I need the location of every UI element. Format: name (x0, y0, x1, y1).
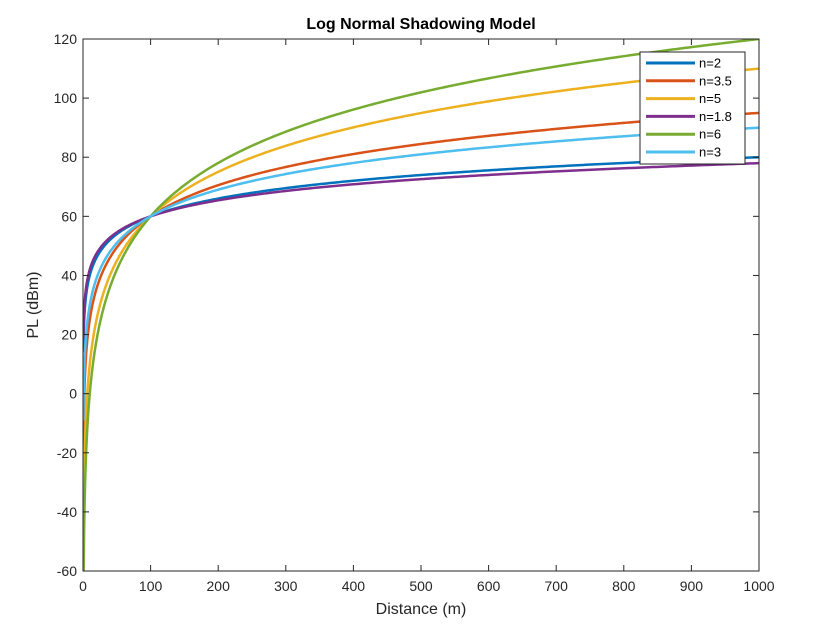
series-line-n=3.5 (83, 111, 759, 455)
x-tick-label: 200 (207, 578, 231, 594)
x-tick-label: 300 (274, 578, 298, 594)
legend-label: n=3.5 (699, 73, 732, 88)
x-tick-label: 100 (139, 578, 163, 594)
series-line-n=5 (83, 67, 759, 557)
x-tick-label: 700 (545, 578, 569, 594)
y-axis-label: PL (dBm) (25, 272, 42, 339)
series-line-n=2 (83, 155, 759, 353)
series-layer (83, 39, 759, 571)
y-tick-label: 20 (61, 327, 77, 343)
y-tick-label: 80 (61, 149, 77, 165)
y-tick-label: 100 (54, 90, 78, 106)
y-tick-label: -40 (57, 504, 77, 520)
legend-label: n=3 (699, 145, 721, 160)
legend-label: n=6 (699, 127, 721, 142)
y-tick-label: -60 (57, 563, 77, 579)
y-tick-label: -20 (57, 445, 77, 461)
legend-label: n=5 (699, 91, 721, 106)
x-tick-label: 1000 (743, 578, 774, 594)
series-line-n=1.8 (83, 161, 759, 339)
x-ticks: 0 100 200 300 400 500 600 700 800 900 1000 (79, 39, 775, 594)
legend-label: n=1.8 (699, 109, 732, 124)
y-tick-label: 60 (61, 208, 77, 224)
x-tick-label: 800 (612, 578, 636, 594)
x-tick-label: 0 (79, 578, 87, 594)
x-tick-label: 500 (409, 578, 433, 594)
legend: n=2 n=3.5 n=5 n=1.8 n=6 n=3 (639, 51, 746, 165)
chart-title: Log Normal Shadowing Model (306, 16, 535, 33)
y-ticks: -60 -40 -20 0 20 40 60 80 100 120 (54, 31, 759, 579)
legend-box (639, 51, 746, 165)
x-tick-label: 600 (477, 578, 501, 594)
x-axis-label: Distance (m) (376, 601, 467, 618)
series-line-n=6 (83, 39, 759, 571)
y-tick-label: 120 (54, 31, 78, 47)
x-tick-label: 400 (342, 578, 366, 594)
legend-label: n=2 (699, 56, 721, 71)
x-tick-label: 900 (680, 578, 704, 594)
y-tick-label: 0 (69, 386, 77, 402)
series-line-n=3 (83, 126, 759, 421)
y-tick-label: 40 (61, 267, 77, 283)
